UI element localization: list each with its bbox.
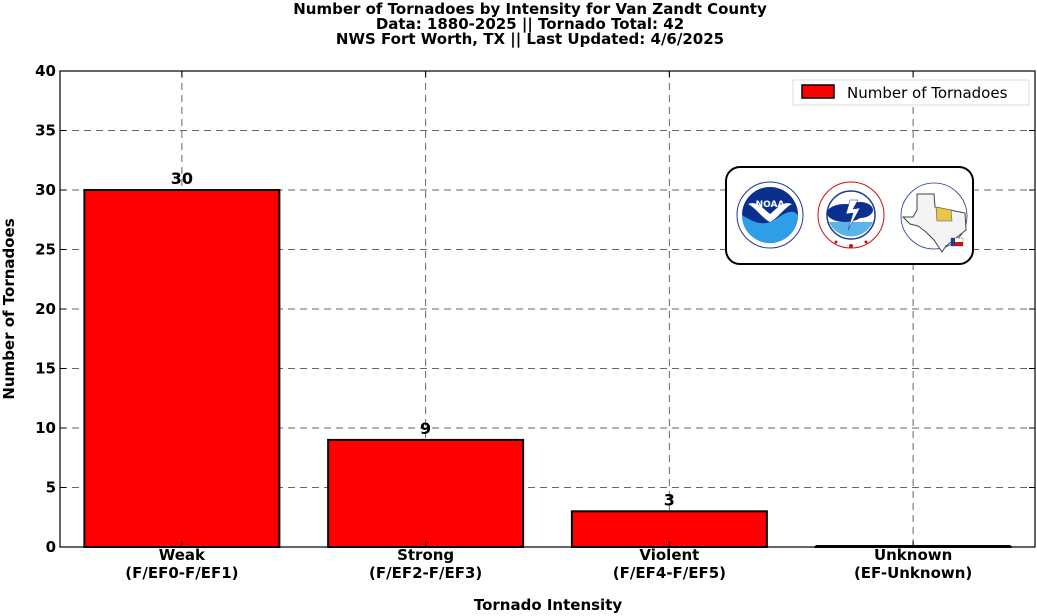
y-tick-label: 30 [35, 181, 56, 199]
y-tick-label: 15 [35, 360, 56, 378]
legend-box [792, 79, 1030, 106]
x-axis-ticks: Weak(F/EF0-F/EF1) Strong(F/EF2-F/EF3) Viol… [125, 71, 972, 582]
data-label-strong: 9 [420, 419, 431, 438]
x-tick-label-weak-sub: (F/EF0-F/EF1) [125, 564, 238, 582]
chart-title-line-2: Data: 1880-2025 || Tornado Total: 42 [376, 15, 684, 34]
bar-weak [83, 189, 281, 548]
chart-title: Number of Tornadoes by Intensity for Van… [293, 0, 767, 49]
chart-title-line-1: Number of Tornadoes by Intensity for Van… [293, 0, 767, 18]
data-label-weak: 30 [171, 169, 193, 188]
nws-fort-worth-texas-logo [900, 182, 968, 253]
y-axis-ticks: 0 5 10 15 20 25 30 35 40 [35, 62, 1035, 556]
y-axis-label: Number of Tornadoes [0, 218, 18, 399]
data-label-violent: 3 [664, 490, 675, 509]
x-tick-label-strong-sub: (F/EF2-F/EF3) [369, 564, 482, 582]
y-tick-label: 20 [35, 300, 56, 318]
x-tick-label-strong: Strong [397, 546, 454, 564]
x-tick-label-violent: Violent [639, 546, 699, 564]
y-tick-label: 25 [35, 241, 56, 259]
legend: Number of Tornadoes [792, 79, 1030, 106]
x-axis-label: Tornado Intensity [474, 596, 623, 614]
x-tick-label-unknown-sub: (EF-Unknown) [854, 564, 972, 582]
x-tick-label-unknown: Unknown [874, 546, 952, 564]
y-tick-label: 40 [35, 62, 56, 80]
legend-swatch [801, 84, 835, 99]
bar-strong [327, 438, 525, 548]
legend-label: Number of Tornadoes [847, 84, 1008, 102]
noaa-logo: NOAA [736, 181, 804, 249]
data-labels: 30 9 3 [171, 169, 675, 509]
y-tick-label: 35 [35, 122, 56, 140]
y-tick-label: 5 [46, 479, 56, 497]
national-weather-service-logo [817, 181, 885, 249]
x-tick-label-violent-sub: (F/EF4-F/EF5) [613, 564, 726, 582]
svg-text:NOAA: NOAA [756, 200, 785, 210]
chart-title-line-3: NWS Fort Worth, TX || Last Updated: 4/6/… [336, 30, 724, 49]
logos-panel: NOAA [725, 166, 974, 265]
y-tick-label: 10 [35, 419, 56, 437]
y-tick-label: 0 [46, 538, 56, 556]
x-tick-label-weak: Weak [159, 546, 206, 564]
